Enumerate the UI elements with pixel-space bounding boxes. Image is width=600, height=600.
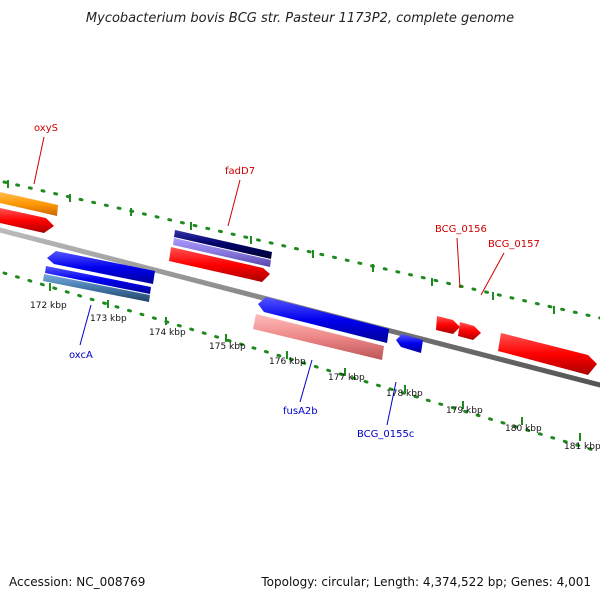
label-oxcA[interactable]: oxcA: [69, 350, 93, 361]
inner-tick-track: [2, 271, 600, 454]
gene-fusA2b-blue[interactable]: [258, 297, 389, 343]
scale-label-173: 173 kbp: [90, 314, 127, 324]
gene-BCG_0156[interactable]: [436, 316, 460, 334]
gene-labels: oxyS fadD7 BCG_0156 BCG_0157 oxcA fusA2b…: [34, 123, 540, 440]
gene-fadD7-purple[interactable]: [173, 238, 271, 267]
gene-oxyS-orange[interactable]: [0, 192, 58, 216]
gene-oxcA-steel[interactable]: [43, 274, 150, 302]
inner-major-ticks: [49, 283, 581, 441]
scale-label-177: 177 kbp: [328, 373, 365, 383]
gene-right-red[interactable]: [498, 333, 597, 375]
gene-oxcA-blue-1[interactable]: [47, 251, 155, 284]
scale-label-176: 176 kbp: [269, 357, 306, 367]
map-title: Mycobacterium bovis BCG str. Pasteur 117…: [86, 11, 514, 26]
gene-oxyS-red[interactable]: [0, 208, 54, 233]
scale-label-179: 179 kbp: [446, 406, 483, 416]
reverse-genes: [43, 251, 423, 360]
scale-label-175: 175 kbp: [209, 342, 246, 352]
scale-label-180: 180 kbp: [505, 424, 542, 434]
accession-text: Accession: NC_008769: [9, 575, 145, 589]
genome-summary-text: Topology: circular; Length: 4,374,522 bp…: [260, 575, 591, 589]
label-oxyS[interactable]: oxyS: [34, 123, 58, 134]
label-fadD7[interactable]: fadD7: [225, 166, 255, 177]
scale-labels: 172 kbp 173 kbp 174 kbp 175 kbp 176 kbp …: [30, 301, 600, 452]
label-BCG_0157[interactable]: BCG_0157: [488, 239, 540, 250]
label-BCG_0155c[interactable]: BCG_0155c: [357, 429, 414, 440]
outer-tick-track: [2, 180, 600, 320]
scale-label-178: 178 kbp: [386, 389, 423, 399]
forward-genes: [0, 192, 597, 375]
scale-label-181: 181 kbp: [564, 442, 600, 452]
gene-fusA2b-pink[interactable]: [253, 314, 384, 360]
outer-major-ticks: [7, 180, 555, 314]
label-BCG_0156[interactable]: BCG_0156: [435, 224, 487, 235]
gene-BCG_0157[interactable]: [458, 322, 481, 340]
label-fusA2b[interactable]: fusA2b: [283, 406, 318, 417]
scale-label-174: 174 kbp: [149, 328, 186, 338]
gene-oxcA-blue-2[interactable]: [45, 266, 151, 294]
gene-fadD7-navy[interactable]: [174, 230, 272, 259]
gene-BCG_0155c[interactable]: [396, 334, 423, 353]
label-pointers: [33, 136, 505, 426]
gene-fadD7-red[interactable]: [169, 247, 270, 282]
scale-label-172: 172 kbp: [30, 301, 67, 311]
